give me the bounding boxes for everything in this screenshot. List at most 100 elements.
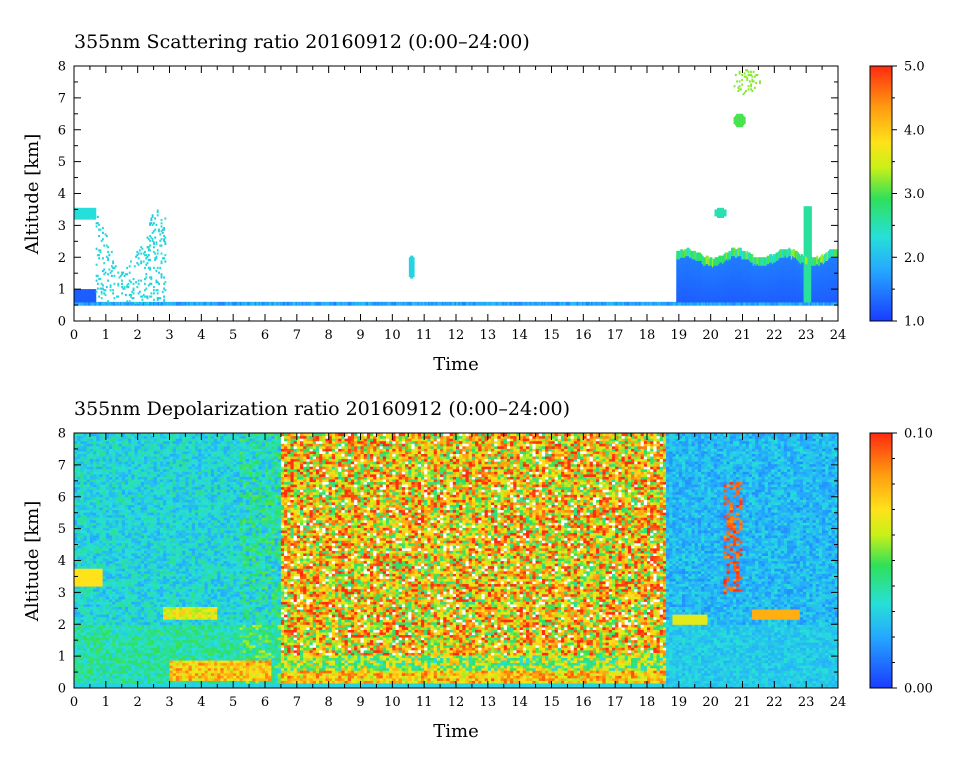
heatmap-cell — [689, 265, 691, 268]
heatmap-cell — [761, 301, 764, 305]
heatmap-cell — [494, 303, 497, 306]
heatmap-cell — [778, 270, 781, 273]
heatmap-cell — [801, 277, 803, 281]
heatmap-cell — [415, 301, 418, 305]
heatmap-cell — [689, 260, 691, 263]
heatmap-cell — [689, 290, 691, 293]
heatmap-cell — [767, 281, 770, 284]
heatmap-cell — [645, 303, 648, 306]
heatmap-cell — [771, 263, 774, 266]
heatmap-cell — [776, 297, 779, 300]
heatmap-cell — [88, 295, 90, 298]
heatmap-cell — [734, 270, 737, 273]
heatmap-cell — [699, 274, 702, 277]
heatmap-cell — [700, 293, 703, 297]
heatmap-cell — [699, 298, 702, 301]
heatmap-cell — [736, 289, 738, 292]
heatmap-cell — [694, 258, 696, 262]
heatmap-cell — [788, 301, 791, 305]
heatmap-cell — [799, 285, 802, 289]
heatmap-cell — [156, 249, 159, 252]
heatmap-cell — [137, 303, 140, 306]
heatmap-cell — [776, 277, 779, 281]
heatmap-cell — [714, 262, 717, 265]
heatmap-cell — [769, 303, 772, 306]
heatmap-cell — [802, 265, 805, 268]
heatmap-cell — [784, 300, 787, 303]
heatmap-cell — [756, 303, 759, 306]
heatmap-cell — [146, 295, 149, 298]
heatmap-cell — [764, 295, 767, 298]
heatmap-cell — [510, 301, 513, 305]
heatmap-cell — [795, 300, 798, 303]
heatmap-cell — [753, 303, 756, 306]
heatmap-cell — [719, 211, 722, 214]
heatmap-cell — [695, 285, 698, 289]
heatmap-cell — [596, 303, 598, 306]
heatmap-cell — [75, 293, 78, 297]
heatmap-cell — [734, 263, 737, 266]
heatmap-cell — [760, 301, 763, 305]
heatmap-cell — [692, 258, 695, 262]
heatmap-cell — [252, 301, 255, 305]
heatmap-cell — [738, 281, 741, 284]
heatmap-cell — [801, 274, 803, 277]
heatmap-cell — [737, 249, 740, 252]
heatmap-cell — [793, 277, 796, 281]
heatmap-cell — [743, 282, 746, 285]
heatmap-cell — [736, 290, 738, 293]
heatmap-cell — [755, 290, 758, 293]
heatmap-cell — [692, 300, 695, 303]
heatmap-cell — [797, 271, 800, 274]
heatmap-cell — [725, 289, 728, 292]
heatmap-cell — [270, 301, 272, 305]
heatmap-cell — [743, 298, 746, 301]
heatmap-cell — [778, 258, 781, 262]
heatmap-cell — [692, 297, 695, 300]
heatmap-cell — [99, 277, 102, 281]
heatmap-cell — [453, 301, 456, 305]
heatmap-cell — [761, 295, 764, 298]
heatmap-cell — [784, 298, 787, 301]
heatmap-cell — [798, 289, 801, 292]
heatmap-cell — [680, 297, 682, 300]
heatmap-cell — [710, 297, 713, 300]
heatmap-cell — [682, 277, 685, 281]
heatmap-cell — [773, 273, 775, 276]
heatmap-cell — [739, 268, 742, 271]
heatmap-cell — [748, 293, 751, 297]
heatmap-cell — [789, 301, 792, 305]
heatmap-cell — [117, 303, 120, 306]
heatmap-cell — [715, 287, 718, 290]
heatmap-cell — [741, 250, 744, 254]
heatmap-cell — [732, 284, 735, 287]
heatmap-cell — [762, 265, 765, 268]
heatmap-cell — [765, 298, 768, 301]
heatmap-cell — [746, 285, 749, 289]
heatmap-cell — [770, 284, 773, 287]
heatmap-cell — [648, 301, 651, 305]
heatmap-cell — [131, 301, 134, 305]
heatmap-cell — [713, 268, 716, 271]
heatmap-cell — [676, 262, 679, 265]
heatmap-cell — [117, 301, 120, 305]
heatmap-cell — [757, 300, 760, 303]
heatmap-cell — [714, 301, 717, 305]
heatmap-cell — [801, 297, 803, 300]
heatmap-cell — [734, 271, 737, 274]
heatmap-cell — [594, 301, 597, 305]
heatmap-cell — [79, 217, 81, 220]
heatmap-cell — [741, 252, 744, 255]
heatmap-cell — [671, 303, 674, 306]
heatmap-cell — [767, 279, 770, 282]
heatmap-cell — [780, 279, 783, 282]
heatmap-cell — [193, 303, 196, 306]
heatmap-cell — [776, 255, 779, 258]
heatmap-cell — [802, 290, 805, 293]
heatmap-cell — [565, 303, 568, 306]
heatmap-cell — [794, 285, 797, 289]
heatmap-cell — [783, 249, 786, 252]
heatmap-cell — [792, 295, 795, 298]
heatmap-cell — [729, 271, 732, 274]
heatmap-cell — [98, 303, 101, 306]
